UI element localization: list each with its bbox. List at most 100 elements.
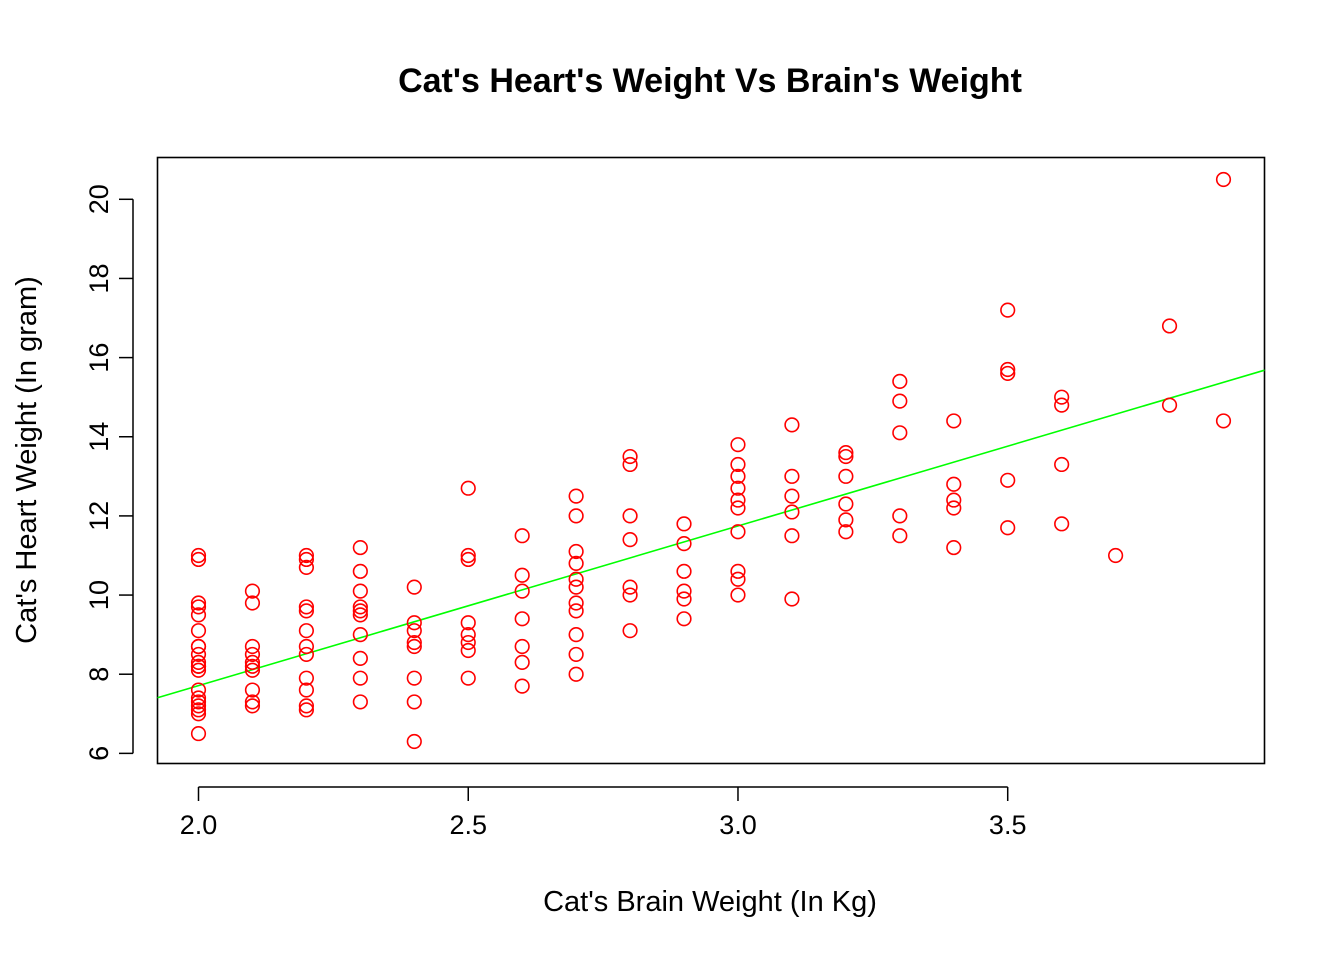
data-point [190,599,207,615]
data-point [460,642,476,659]
data-point [460,547,476,564]
x-tick-label: 3.5 [989,810,1027,840]
data-point [568,555,584,571]
data-point [190,607,207,623]
data-point [298,702,314,718]
data-point [244,646,261,663]
data-point [622,532,638,548]
data-point [784,468,800,484]
data-point [1000,520,1016,536]
data-point [406,694,422,710]
data-point [460,551,476,568]
data-point [406,733,422,750]
data-point [568,595,584,611]
data-point [352,603,368,619]
data-point [460,634,476,651]
data-points [190,171,1232,750]
data-point [784,591,800,607]
data-point [190,694,207,710]
y-tick-label: 10 [84,580,114,610]
data-point [838,512,854,528]
data-point [190,654,207,670]
data-point [352,607,368,623]
data-point [838,448,854,465]
data-point [298,559,314,575]
y-tick-label: 14 [84,422,114,452]
data-point [190,646,207,663]
data-point [1108,547,1124,564]
data-point [730,480,746,496]
data-point [244,682,261,698]
data-point [352,627,368,643]
data-point [352,599,368,615]
data-point [190,725,207,742]
data-point [460,615,476,631]
data-point [568,666,584,682]
y-axis: 6 8 10 12 14 16 18 20 [84,184,134,761]
data-point [190,547,207,564]
data-point [190,638,207,655]
data-point [838,444,854,461]
x-tick-label: 3.0 [719,810,757,840]
data-point [946,492,962,508]
y-tick-label: 8 [84,667,114,682]
data-point [838,468,854,484]
data-point [190,623,207,639]
data-point [244,662,261,678]
data-point [1215,171,1232,188]
data-point [676,516,692,532]
y-tick-label: 16 [84,343,114,373]
data-point [352,650,368,666]
data-point [514,583,530,599]
data-point [676,536,692,552]
data-point [352,670,368,686]
x-tick-label: 2.0 [180,810,218,840]
data-point [676,611,692,627]
data-point [406,623,422,639]
data-point [1000,365,1016,382]
data-point [244,595,261,611]
regression-layer [157,369,1265,699]
data-point [730,500,746,516]
data-point [298,599,314,615]
data-point [244,638,261,655]
chart-title: Cat's Heart's Weight Vs Brain's Weight [398,62,1022,100]
data-point [1000,472,1016,488]
data-point [298,547,314,564]
data-point [460,480,476,496]
data-point [244,583,261,599]
data-point [298,623,314,639]
data-point [730,524,746,540]
data-point [838,524,854,540]
data-point [622,448,638,465]
x-axis-label: Cat's Brain Weight (In Kg) [543,886,877,918]
data-point [406,634,422,651]
data-point [298,551,314,568]
data-point [460,670,476,686]
data-point [1000,302,1016,318]
data-point [676,591,692,607]
data-point [298,698,314,714]
plot-frame [156,156,1266,765]
data-point [568,603,584,619]
data-point [784,417,800,433]
data-point [1054,397,1070,413]
data-point [1000,361,1016,378]
data-point [514,678,530,694]
data-point [622,508,638,524]
data-point [352,539,368,556]
y-tick-label: 20 [84,184,114,214]
data-point [730,571,746,587]
data-point [892,373,908,389]
data-point [190,662,207,678]
data-point [190,698,207,714]
data-point [946,476,962,492]
data-point [514,654,530,670]
data-point [298,638,314,655]
data-point [1161,397,1178,413]
data-point [244,694,261,710]
data-point [676,583,692,599]
data-point [1215,413,1232,429]
data-point [406,638,422,655]
data-point [568,627,584,643]
